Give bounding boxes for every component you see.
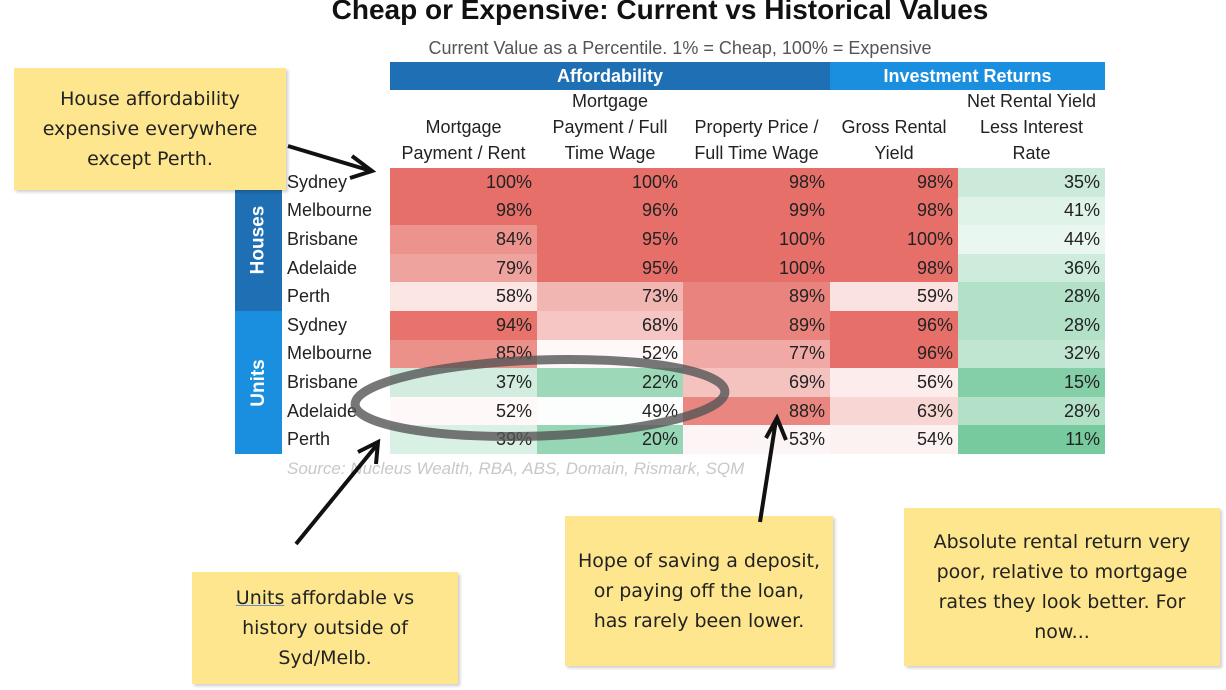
cell: 84% [390,225,537,254]
cell: 35% [958,168,1105,197]
cell: 89% [683,282,830,311]
column-header: Mortgage Payment / Full Time Wage [552,91,668,163]
cell: 95% [537,253,683,283]
column-header: Mortgage Payment / Rent [401,117,526,163]
note: Hope of saving a deposit, or paying off … [565,516,833,666]
cell: 28% [958,311,1105,340]
note-emphasis: Units [235,587,285,609]
row-label: Sydney [282,311,390,340]
column-header: Net Rental Yield Less Interest Rate [966,91,1097,163]
row-group: Units [235,311,282,454]
note-text: House affordability expensive everywhere… [42,88,258,170]
cell: 32% [958,339,1105,369]
group-header: Affordability [390,62,830,90]
note: Absolute rental return very poor, relati… [904,508,1220,666]
cell: 36% [958,253,1105,283]
cell: 98% [830,253,958,283]
cell: 100% [683,225,830,254]
cell: 88% [683,396,830,426]
row-label: Melbourne [282,196,390,226]
subtitle: Current Value as a Percentile. 1% = Chea… [428,38,932,58]
cell: 41% [958,196,1105,226]
note-text: Units affordable vs history outside of S… [204,583,446,673]
cell: 54% [830,425,958,454]
cell: 95% [537,225,683,254]
cell: 96% [830,339,958,369]
cell: 58% [390,282,537,311]
cell: 100% [830,225,958,254]
cell: 96% [830,311,958,340]
row-label: Brisbane [282,225,390,254]
cell: 11% [958,425,1105,454]
cell: 69% [683,368,830,397]
column-header: Gross Rental Yield [841,117,947,163]
row-group-text: Houses [247,205,269,274]
row-label: Adelaide [282,396,390,426]
cell: 22% [537,368,683,397]
cell: 89% [683,311,830,340]
row-group: Houses [235,168,282,311]
note: House affordability expensive everywhere… [14,68,286,190]
note-text: Hope of saving a deposit, or paying off … [577,550,821,632]
cell: 98% [830,168,958,197]
cell: 52% [537,339,683,369]
row-label: Perth [282,425,390,454]
cell: 99% [683,196,830,226]
cell: 77% [683,339,830,369]
note-text: Absolute rental return very poor, relati… [933,531,1191,643]
cell: 96% [537,196,683,226]
cell: 59% [830,282,958,311]
cell: 15% [958,368,1105,397]
source: Source: Nucleus Wealth, RBA, ABS, Domain… [287,459,745,478]
cell: 28% [958,396,1105,426]
note-text: affordable vs history outside of Syd/Mel… [242,587,415,669]
cell: 79% [390,253,537,283]
cell: 100% [537,168,683,197]
column-header: Property Price / Full Time Wage [694,117,819,163]
arrow [294,438,381,546]
row-label: Perth [282,282,390,311]
title: Cheap or Expensive: Current vs Historica… [331,0,989,25]
cell: 98% [390,196,537,226]
cell: 100% [390,168,537,197]
row-group-text: Units [247,358,269,407]
cell: 73% [537,282,683,311]
cell: 39% [390,425,537,454]
cell: 20% [537,425,683,454]
cell: 98% [683,168,830,197]
cell: 53% [683,425,830,454]
cell: 52% [390,396,537,426]
row-label: Brisbane [282,368,390,397]
row-label: Melbourne [282,339,390,369]
row-label: Sydney [282,168,390,197]
cell: 63% [830,396,958,426]
cell: 37% [390,368,537,397]
cell: 44% [958,225,1105,254]
cell: 49% [537,396,683,426]
cell: 68% [537,311,683,340]
cell: 85% [390,339,537,369]
cell: 100% [683,253,830,283]
cell: 28% [958,282,1105,311]
row-label: Adelaide [282,253,390,283]
note: Units affordable vs history outside of S… [192,572,458,684]
cell: 94% [390,311,537,340]
cell: 56% [830,368,958,397]
group-header: Investment Returns [830,62,1105,90]
cell: 98% [830,196,958,226]
